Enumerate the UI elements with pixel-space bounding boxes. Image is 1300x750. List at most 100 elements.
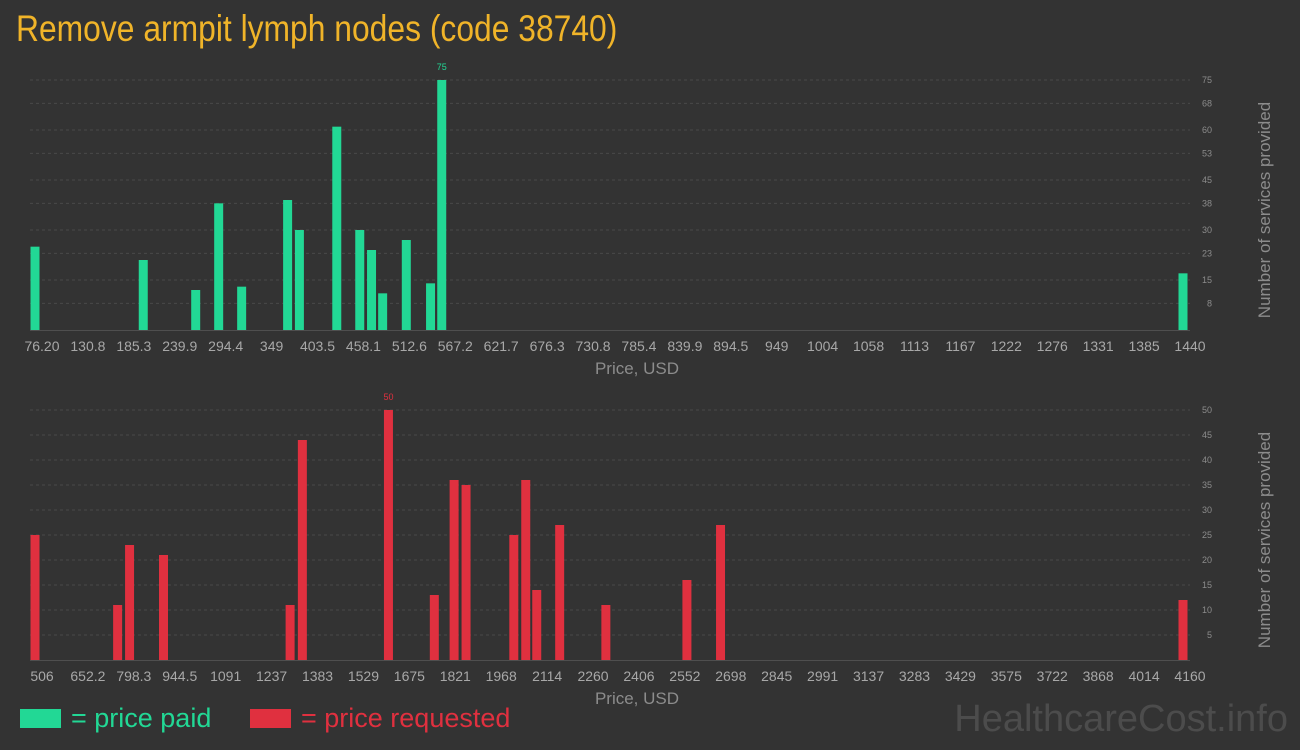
- paid-bar: [30, 246, 40, 330]
- y-tick-label: 35: [1202, 480, 1212, 490]
- x-tick-label: 3429: [945, 668, 976, 684]
- watermark: HealthcareCost.info: [954, 698, 1288, 740]
- x-tick-label: 2260: [577, 668, 608, 684]
- paid-bar: [426, 283, 436, 330]
- x-tick-label: 1385: [1129, 338, 1160, 354]
- x-tick-label: 1113: [900, 338, 929, 354]
- x-tick-label: 1821: [440, 668, 471, 684]
- y-tick-label: 20: [1202, 555, 1212, 565]
- x-tick-label: 1237: [256, 668, 287, 684]
- x-tick-label: 1004: [807, 338, 838, 354]
- x-tick-label: 512.6: [392, 338, 427, 354]
- y-tick-label: 75: [1202, 75, 1212, 85]
- y-tick-label: 10: [1202, 605, 1212, 615]
- legend-swatch-paid: [20, 709, 61, 728]
- x-tick-label: 2114: [532, 668, 562, 684]
- page-title: Remove armpit lymph nodes (code 38740): [16, 8, 618, 49]
- requested-bar: [521, 480, 531, 660]
- requested-bar: [158, 555, 168, 660]
- x-tick-label: 3868: [1083, 668, 1114, 684]
- x-tick-label: 1675: [394, 668, 425, 684]
- x-tick-label: 76.20: [24, 338, 59, 354]
- x-tick-label: 894.5: [713, 338, 748, 354]
- y-tick-label: 50: [1202, 405, 1212, 415]
- x-tick-label: 1331: [1083, 338, 1114, 354]
- x-tick-label: 4014: [1129, 668, 1160, 684]
- peak-value-label: 75: [437, 62, 447, 72]
- x-tick-label: 506: [30, 668, 54, 684]
- x-tick-label: 1058: [853, 338, 884, 354]
- y-tick-label: 30: [1202, 505, 1212, 515]
- y-axis-title: Number of services provided: [1255, 102, 1274, 318]
- x-tick-label: 1440: [1174, 338, 1205, 354]
- x-axis-title: Price, USD: [595, 689, 679, 708]
- price-requested-chart: 5 10 15 20 25 30 35 40 45 50 50 506 652.2 798.3 944.5 1…: [30, 392, 1274, 708]
- x-tick-label: 458.1: [346, 338, 381, 354]
- requested-bar: [1178, 600, 1188, 660]
- requested-bar: [461, 485, 471, 660]
- y-tick-label: 15: [1202, 580, 1212, 590]
- x-tick-label: 2845: [761, 668, 792, 684]
- paid-bar: [401, 240, 411, 330]
- requested-bar: [125, 545, 135, 660]
- paid-bar: [138, 260, 148, 330]
- x-tick-label: 785.4: [621, 338, 656, 354]
- paid-bar: [332, 126, 342, 331]
- requested-bar: [555, 525, 565, 660]
- paid-bar: [191, 290, 201, 330]
- requested-bar: [716, 525, 726, 660]
- x-tick-label: 676.3: [530, 338, 565, 354]
- y-axis-title: Number of services provided: [1255, 432, 1274, 648]
- x-tick-label: 349: [260, 338, 284, 354]
- x-tick-label: 944.5: [162, 668, 197, 684]
- x-tick-label: 798.3: [116, 668, 151, 684]
- x-tick-label: 1091: [210, 668, 241, 684]
- y-tick-label: 60: [1202, 125, 1212, 135]
- paid-bar: [283, 200, 293, 330]
- x-tick-label: 4160: [1174, 668, 1205, 684]
- x-tick-label: 3575: [991, 668, 1022, 684]
- legend-label-paid: = price paid: [71, 703, 212, 733]
- x-tick-label: 1276: [1037, 338, 1068, 354]
- x-tick-label: 1968: [486, 668, 517, 684]
- x-tick-label: 730.8: [576, 338, 611, 354]
- x-tick-label: 1529: [348, 668, 379, 684]
- paid-bar: [437, 80, 447, 330]
- x-tick-label: 949: [765, 338, 789, 354]
- paid-bar: [214, 203, 224, 330]
- x-tick-label: 3283: [899, 668, 930, 684]
- paid-bar: [1178, 273, 1188, 330]
- paid-bar: [378, 293, 388, 330]
- x-tick-label: 3722: [1037, 668, 1068, 684]
- requested-bar: [449, 480, 459, 660]
- requested-bar: [532, 590, 542, 660]
- legend-item-paid: = price paid: [20, 703, 211, 734]
- y-tick-label: 40: [1202, 455, 1212, 465]
- x-tick-label: 652.2: [70, 668, 105, 684]
- x-axis-title: Price, USD: [595, 359, 679, 378]
- x-tick-label: 621.7: [484, 338, 519, 354]
- y-tick-label: 38: [1202, 198, 1212, 208]
- x-tick-label: 567.2: [438, 338, 473, 354]
- price-paid-chart: 8 15 23 30 38 45 53 60 68 75 75 76.20 130.8 185.3 239.…: [24, 62, 1274, 378]
- legend-item-requested: = price requested: [250, 703, 510, 734]
- x-tick-label: 294.4: [208, 338, 243, 354]
- requested-bar: [601, 605, 611, 660]
- x-tick-label: 239.9: [162, 338, 197, 354]
- x-tick-label: 2406: [623, 668, 654, 684]
- requested-bar: [682, 580, 692, 660]
- y-tick-label: 45: [1202, 430, 1212, 440]
- y-tick-label: 53: [1202, 148, 1212, 158]
- requested-bar: [509, 535, 519, 660]
- y-tick-label: 8: [1207, 298, 1212, 308]
- y-tick-label: 25: [1202, 530, 1212, 540]
- x-tick-label: 2698: [715, 668, 746, 684]
- requested-bar: [30, 535, 40, 660]
- peak-value-label: 50: [383, 392, 393, 402]
- paid-bar: [237, 286, 247, 330]
- paid-bar: [355, 230, 365, 330]
- legend-label-requested: = price requested: [301, 703, 511, 733]
- paid-bar: [367, 250, 377, 330]
- y-tick-label: 45: [1202, 175, 1212, 185]
- y-tick-label: 30: [1202, 225, 1212, 235]
